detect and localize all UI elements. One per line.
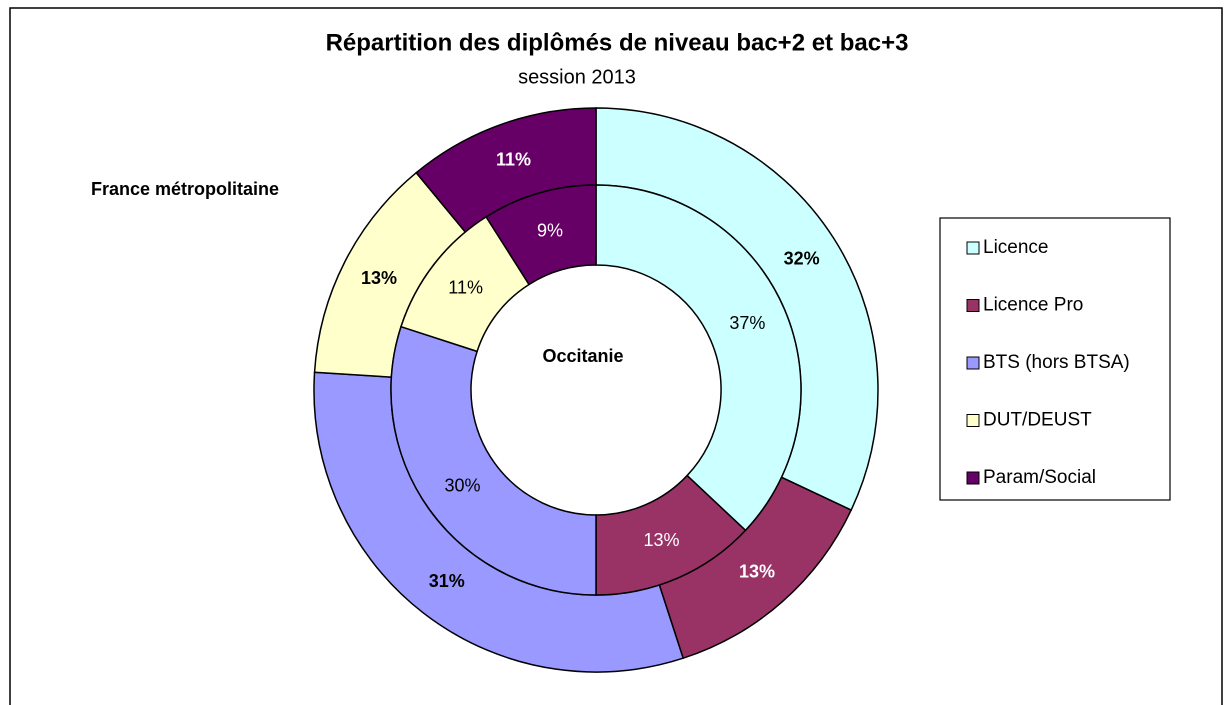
data-label: 37% [729, 313, 765, 333]
legend-swatch [966, 471, 980, 485]
data-label: 13% [361, 268, 397, 288]
data-label: 32% [784, 248, 820, 268]
data-label: 31% [429, 571, 465, 591]
legend-label: BTS (hors BTSA) [983, 352, 1130, 373]
data-label: 11% [448, 278, 483, 298]
ring-slice [485, 184, 597, 286]
legend-swatch [966, 414, 980, 427]
chart-subtitle: session 2013 [518, 66, 636, 88]
legend-label: DUT/DEUST [983, 410, 1092, 431]
data-label: 9% [537, 220, 563, 240]
data-label: 30% [444, 476, 480, 496]
ring-slice [595, 184, 802, 532]
legend-label: Licence [983, 237, 1049, 258]
outer-ring-name: France métropolitaine [91, 179, 279, 199]
legend-swatch [966, 356, 980, 370]
legend-label: Licence Pro [983, 295, 1083, 316]
data-label: 11% [496, 150, 531, 170]
ring-slice [390, 325, 597, 596]
data-label: 13% [739, 561, 775, 581]
data-label: 13% [644, 530, 680, 550]
rings: 32% 13% 31% 13% 11% 37% 13% 30% 11% 9% [313, 107, 879, 673]
legend-swatch [966, 241, 980, 255]
chart-title: Répartition des diplômés de niveau bac+2… [326, 29, 909, 56]
inner-ring-name: Occitanie [542, 346, 623, 366]
legend-label: Param/Social [983, 467, 1096, 488]
legend-swatch [966, 299, 980, 312]
